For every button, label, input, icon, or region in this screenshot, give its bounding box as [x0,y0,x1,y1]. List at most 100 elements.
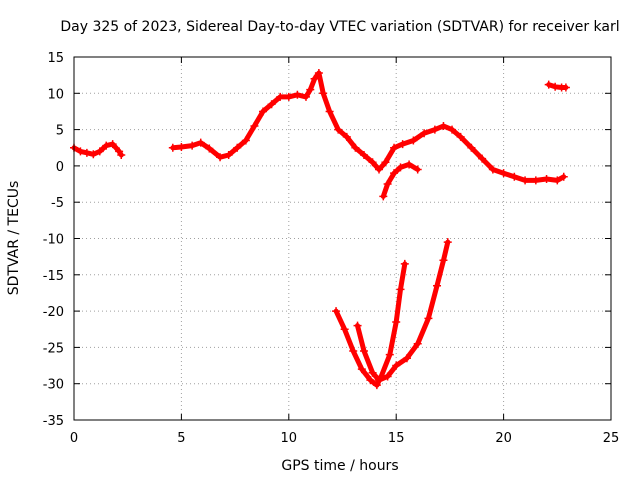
data-point [443,238,452,247]
data-point [478,154,487,163]
data-point [205,144,214,153]
y-tick-label: -10 [43,233,64,248]
y-axis-label: SDTVAR / TECUs [6,181,22,296]
data-point [424,314,433,323]
data-point [102,141,111,150]
data-point [390,169,399,178]
data-point [368,368,377,377]
data-point [340,325,349,334]
data-point [353,321,362,330]
data-point [310,74,319,83]
data-point [396,285,405,294]
data-point [499,169,508,178]
data-point [334,125,343,134]
data-point [488,165,497,174]
series-arc-4 [332,259,409,390]
data-point [359,151,368,160]
data-point [390,143,399,152]
data-point [359,347,368,356]
series-arc-2 [168,68,568,185]
y-tick-label: -25 [43,341,64,356]
y-tick-label: -30 [43,378,64,393]
data-point [372,381,381,390]
data-point [250,121,259,130]
series-arc-5 [353,238,452,385]
data-point [332,307,341,316]
data-point [456,132,465,141]
data-point [542,174,551,183]
data-point [76,147,85,156]
data-point [467,143,476,152]
data-point [168,143,177,152]
x-axis-label: GPS time / hours [281,458,398,474]
data-point [379,192,388,201]
series-arc-1 [70,140,126,160]
data-point [433,281,442,290]
data-point [544,80,553,89]
data-point [383,180,392,189]
series-trace [355,239,451,383]
y-tick-label: 0 [56,160,64,175]
data-point [301,92,310,101]
y-tick-label: 15 [47,51,64,66]
data-point [398,140,407,149]
data-point [89,150,98,159]
plot-area [70,68,570,390]
y-tick-label: -35 [43,414,64,429]
data-point [405,160,414,169]
series-arc-6 [544,80,570,92]
chart-title: Day 325 of 2023, Sidereal Day-to-day VTE… [60,19,619,35]
data-point [559,172,568,181]
data-point [259,107,268,116]
x-tick-label: 10 [281,431,298,446]
data-point [276,92,285,101]
data-point [413,339,422,348]
data-point [448,125,457,134]
data-point [396,163,405,172]
data-point [375,165,384,174]
data-point [402,354,411,363]
data-point [342,132,351,141]
y-tick-label: 10 [47,87,64,102]
data-point [325,107,334,116]
data-point [400,259,409,268]
data-point [357,365,366,374]
data-point [531,176,540,185]
ticks: 0 5 10 15 20 25 15 10 5 0 -5 -10 -15 -20 -25 -30 -35 [43,51,620,446]
data-point [319,89,328,98]
data-point [177,143,186,152]
data-point [420,129,429,138]
data-point [521,176,530,185]
series-arc-3 [379,160,422,201]
data-point [366,376,375,385]
data-point [117,151,126,160]
data-point [383,372,392,381]
data-point [413,165,422,174]
data-point [409,136,418,145]
data-point [385,350,394,359]
data-point [82,148,91,157]
data-point [188,141,197,150]
x-tick-label: 15 [388,431,405,446]
x-tick-label: 20 [495,431,512,446]
data-point [95,147,104,156]
data-point [439,121,448,130]
x-tick-label: 0 [70,431,78,446]
grid [74,57,611,420]
y-tick-label: -5 [51,196,64,211]
data-point [108,140,117,149]
data-point [284,92,293,101]
series-trace [170,70,567,183]
data-point [368,158,377,167]
data-point [196,138,205,147]
data-point [349,347,358,356]
data-point [439,256,448,265]
data-point [293,90,302,99]
y-tick-label: -20 [43,305,64,320]
x-tick-label: 25 [603,431,620,446]
data-point [392,317,401,326]
data-point [561,83,570,92]
data-point [233,143,242,152]
data-point [510,172,519,181]
